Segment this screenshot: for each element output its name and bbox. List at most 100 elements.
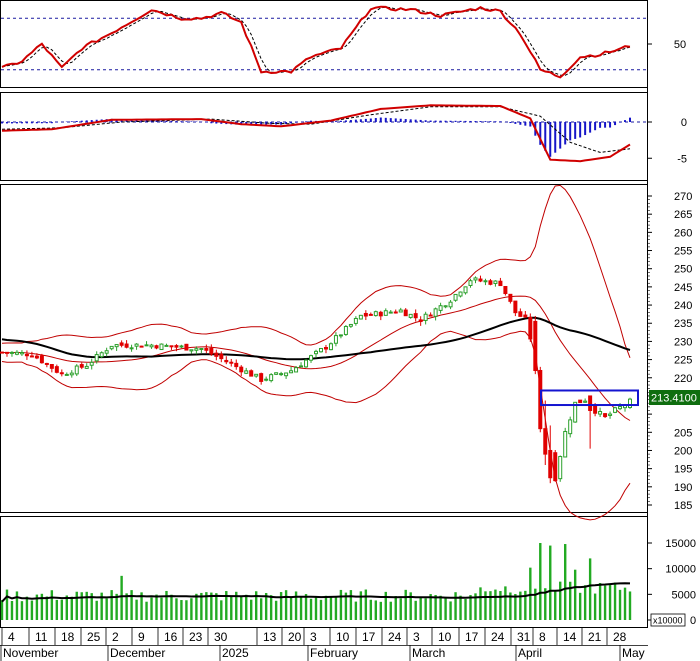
- volume-bar: [608, 585, 612, 620]
- candle-body: [463, 286, 468, 294]
- candle-body: [64, 373, 69, 376]
- volume-bar: [240, 596, 243, 620]
- volume-bar: [454, 592, 457, 620]
- volume-bar: [379, 601, 382, 620]
- candle-body: [448, 301, 453, 308]
- candle-body: [309, 355, 314, 361]
- day-tick-label: 13: [263, 630, 277, 644]
- candle-body: [129, 347, 134, 350]
- day-tick-label: 10: [438, 630, 452, 644]
- volume-bar: [200, 592, 203, 620]
- volume-bar: [628, 591, 632, 620]
- candle-body: [204, 348, 209, 351]
- candle-body: [488, 280, 493, 285]
- volume-bar: [150, 597, 153, 620]
- day-tick-label: 23: [189, 630, 203, 644]
- volume-bar: [444, 598, 447, 620]
- volume-bar: [539, 543, 542, 620]
- price-tick-label: 265: [674, 209, 692, 221]
- current-price-tag-bg: [649, 390, 700, 405]
- oscillator-panel: [1, 5, 647, 79]
- resistance-highlight-box: [540, 389, 639, 407]
- candle-body: [443, 305, 448, 308]
- volume-bar: [559, 581, 562, 620]
- volume-bar: [409, 592, 412, 620]
- day-tick-label: 18: [61, 630, 75, 644]
- volume-bar: [120, 575, 123, 620]
- volume-bar: [70, 596, 73, 620]
- month-tick-label: December: [110, 646, 165, 660]
- candle-body: [528, 316, 533, 340]
- price-tick-label: 185: [674, 500, 692, 512]
- day-tick-label: 24: [491, 630, 505, 644]
- volume-bar: [588, 558, 592, 620]
- volume-panel: [0, 543, 632, 620]
- volume-bar: [110, 590, 113, 620]
- volume-bar: [115, 593, 118, 620]
- volume-bar: [250, 599, 253, 620]
- candle-body: [209, 347, 214, 355]
- volume-tick-label: 5000: [672, 589, 696, 601]
- candle-body: [234, 362, 239, 368]
- volume-bar: [254, 591, 258, 620]
- candle-body: [498, 280, 503, 287]
- volume-bar: [324, 595, 328, 620]
- candle-body: [533, 320, 538, 371]
- candle-body: [368, 313, 373, 316]
- candle-body: [548, 449, 553, 479]
- candle-body: [358, 314, 363, 320]
- volume-bar: [593, 593, 597, 620]
- candle-body: [124, 343, 129, 348]
- candle-body: [279, 373, 284, 376]
- month-tick-label: November: [3, 646, 58, 660]
- day-tick-label: 3: [310, 630, 317, 644]
- volume-bar: [205, 592, 208, 620]
- volume-bar: [359, 591, 363, 620]
- day-tick-label: 31: [517, 630, 531, 644]
- day-tick-label: 3: [413, 630, 420, 644]
- day-tick-label: 11: [35, 630, 48, 644]
- volume-bar: [583, 585, 587, 620]
- price-tick-label: 250: [674, 264, 692, 276]
- volume-bar: [603, 585, 607, 620]
- volume-bar: [180, 600, 183, 620]
- candle-body: [79, 364, 84, 368]
- panel-frames: [0, 0, 648, 628]
- volume-bar: [494, 589, 497, 620]
- price-tick-label: 205: [674, 427, 692, 439]
- volume-bar: [75, 591, 78, 620]
- candle-body: [398, 309, 403, 313]
- candle-body: [518, 311, 523, 317]
- candle-body: [104, 350, 109, 354]
- volume-bar: [175, 598, 178, 620]
- volume-bar: [534, 588, 537, 620]
- volume-bar: [394, 595, 397, 620]
- bollinger-middle-line: [1, 295, 631, 421]
- candle-body: [413, 313, 418, 319]
- volume-bar: [369, 599, 373, 620]
- price-tick-label: 270: [674, 191, 692, 203]
- volume-bar: [220, 600, 223, 620]
- volume-bar: [578, 592, 582, 620]
- volume-bar: [329, 596, 333, 620]
- candle-body: [353, 317, 358, 324]
- day-tick-label: 10: [336, 630, 350, 644]
- month-tick-label: 2025: [222, 646, 249, 660]
- candle-body: [513, 300, 518, 314]
- axes: 500-527026526025525024524023523022522020…: [0, 39, 696, 661]
- price-tick-label: 195: [674, 464, 692, 476]
- volume-bar: [279, 592, 283, 620]
- candle-body: [323, 347, 328, 350]
- candle-body: [29, 355, 34, 358]
- day-tick-label: 17: [465, 630, 479, 644]
- volume-unit-box: x10000: [650, 613, 686, 627]
- candle-body: [468, 280, 473, 286]
- candle-body: [383, 310, 388, 316]
- volume-bar: [85, 591, 88, 620]
- volume-bar: [289, 596, 293, 620]
- volume-bar: [135, 599, 138, 620]
- candle-body: [503, 285, 508, 295]
- volume-bar: [424, 598, 427, 620]
- candle-body: [568, 419, 573, 435]
